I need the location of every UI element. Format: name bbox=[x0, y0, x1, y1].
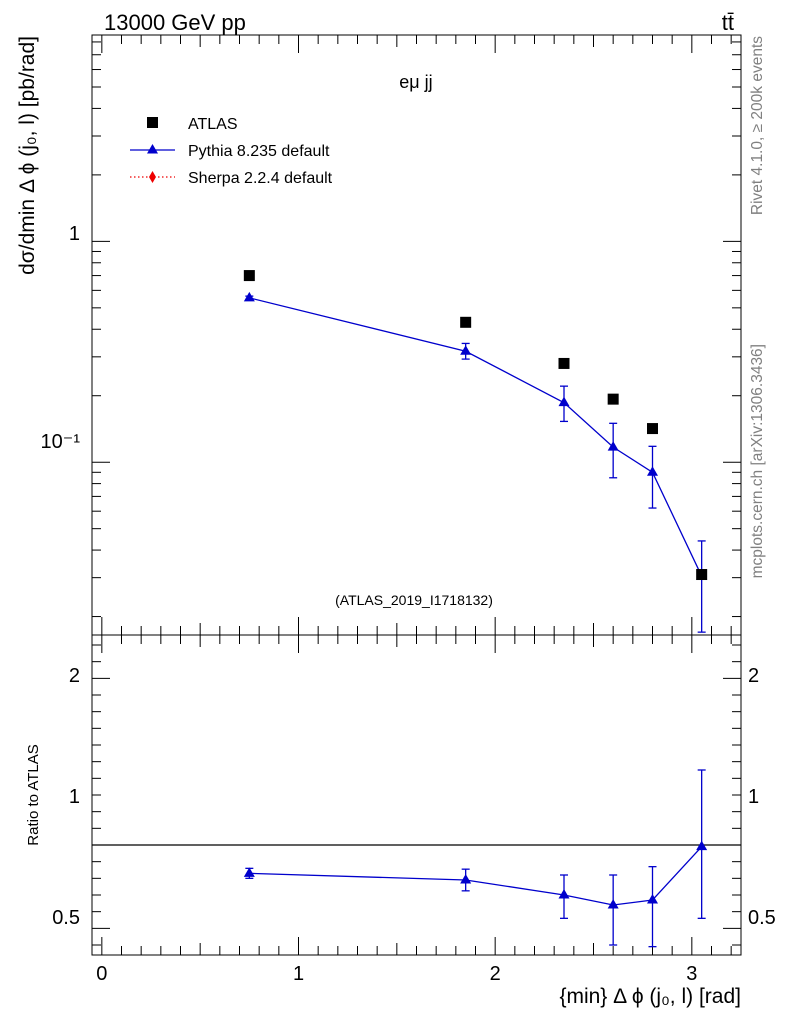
atlas-point bbox=[558, 357, 570, 369]
ratio-axis-ticks bbox=[92, 635, 741, 955]
ratio-plot-marks bbox=[92, 769, 741, 948]
pythia-point bbox=[607, 441, 619, 451]
main-y-axis-label: dσ/dmin Δ ϕ (j₀, l) [pb/rad] bbox=[16, 36, 39, 275]
atlas-point bbox=[696, 569, 708, 581]
legend-pythia-marker bbox=[147, 144, 158, 154]
ratio-y-tick-label-1: 1 bbox=[69, 786, 80, 808]
x-tick-label-0: 0 bbox=[96, 963, 107, 985]
ratio-pythia-point bbox=[647, 894, 658, 904]
ratio-pythia-point bbox=[607, 899, 619, 909]
atlas-point bbox=[607, 393, 619, 405]
ratio-y-tick-label-right-2: 2 bbox=[748, 665, 759, 687]
x-tick-label-1: 1 bbox=[293, 963, 304, 985]
ratio-pythia-point bbox=[243, 867, 255, 877]
ratio-y-tick-label-right-1: 1 bbox=[748, 786, 759, 808]
ratio-pythia-point bbox=[696, 840, 708, 851]
main-plot-marks bbox=[243, 270, 708, 633]
energy-label: 13000 GeV pp bbox=[104, 10, 246, 35]
legend-sherpa-marker bbox=[149, 171, 156, 183]
main-y-tick-label-1: 1 bbox=[69, 223, 80, 245]
x-tick-label-2: 2 bbox=[490, 963, 501, 985]
ratio-y-tick-label-0.5: 0.5 bbox=[52, 907, 80, 929]
main-y-tick-label-0.1: 10⁻¹ bbox=[41, 431, 81, 453]
pythia-point bbox=[558, 396, 570, 407]
legend-atlas-label: ATLAS bbox=[188, 116, 238, 133]
legend: ATLAS Pythia 8.235 default Sherpa 2.2.4 … bbox=[130, 116, 333, 187]
ratio-y-tick-label-right-0.5: 0.5 bbox=[748, 907, 776, 929]
ratio-pythia-point bbox=[460, 874, 472, 884]
legend-sherpa-label: Sherpa 2.2.4 default bbox=[188, 170, 333, 187]
ratio-pythia-point bbox=[558, 889, 570, 899]
ratio-pythia-line bbox=[249, 846, 703, 906]
process-label: tt̄ bbox=[722, 10, 734, 35]
pythia-line bbox=[249, 297, 703, 577]
x-axis-label: {min} Δ ϕ (j₀, l) [rad] bbox=[559, 985, 741, 1008]
mcplots-label: mcplots.cern.ch [arXiv:1306.3436] bbox=[749, 344, 766, 578]
ratio-panel-frame bbox=[91, 634, 742, 956]
legend-pythia-label: Pythia 8.235 default bbox=[188, 143, 330, 160]
pythia-point bbox=[243, 291, 255, 302]
atlas-point bbox=[243, 270, 255, 282]
rivet-version-label: Rivet 4.1.0, ≥ 200k events bbox=[749, 36, 766, 215]
atlas-point bbox=[647, 423, 658, 435]
plot-title: eμ jj bbox=[399, 72, 432, 92]
main-axis-ticks bbox=[92, 35, 741, 635]
x-tick-label-3: 3 bbox=[686, 963, 697, 985]
legend-atlas-marker bbox=[147, 117, 158, 128]
pythia-point bbox=[460, 345, 472, 355]
ratio-y-axis-label: Ratio to ATLAS bbox=[25, 744, 42, 845]
pythia-point bbox=[647, 466, 658, 476]
analysis-watermark: (ATLAS_2019_I1718132) bbox=[335, 592, 493, 608]
ratio-y-tick-label-2: 2 bbox=[69, 665, 80, 687]
atlas-point bbox=[460, 316, 472, 328]
